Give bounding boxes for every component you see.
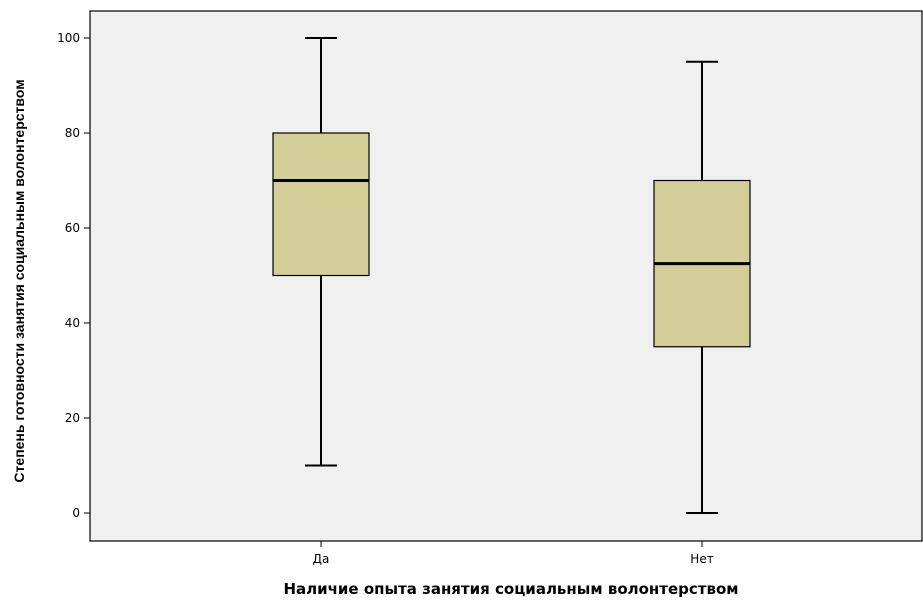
plot-area (89, 10, 923, 542)
x-tick-label: Нет (690, 552, 713, 566)
box-2 (653, 60, 751, 514)
y-axis-ticks: 0 20 40 60 80 100 (57, 31, 90, 520)
y-tick-label: 20 (65, 411, 80, 425)
y-tick-label: 80 (65, 126, 80, 140)
y-tick-label: 60 (65, 221, 80, 235)
y-tick-label: 100 (57, 31, 80, 45)
x-axis-ticks: Да Нет (313, 541, 714, 566)
box-iqr (272, 132, 370, 277)
y-axis-title: Степень готовности занятия социальным во… (11, 79, 27, 482)
y-tick-label: 0 (72, 506, 80, 520)
x-axis-title: Наличие опыта занятия социальным волонте… (283, 580, 738, 598)
x-tick-label: Да (313, 552, 330, 566)
box-1 (272, 37, 370, 467)
y-tick-label: 40 (65, 316, 80, 330)
boxes-layer (272, 37, 751, 514)
